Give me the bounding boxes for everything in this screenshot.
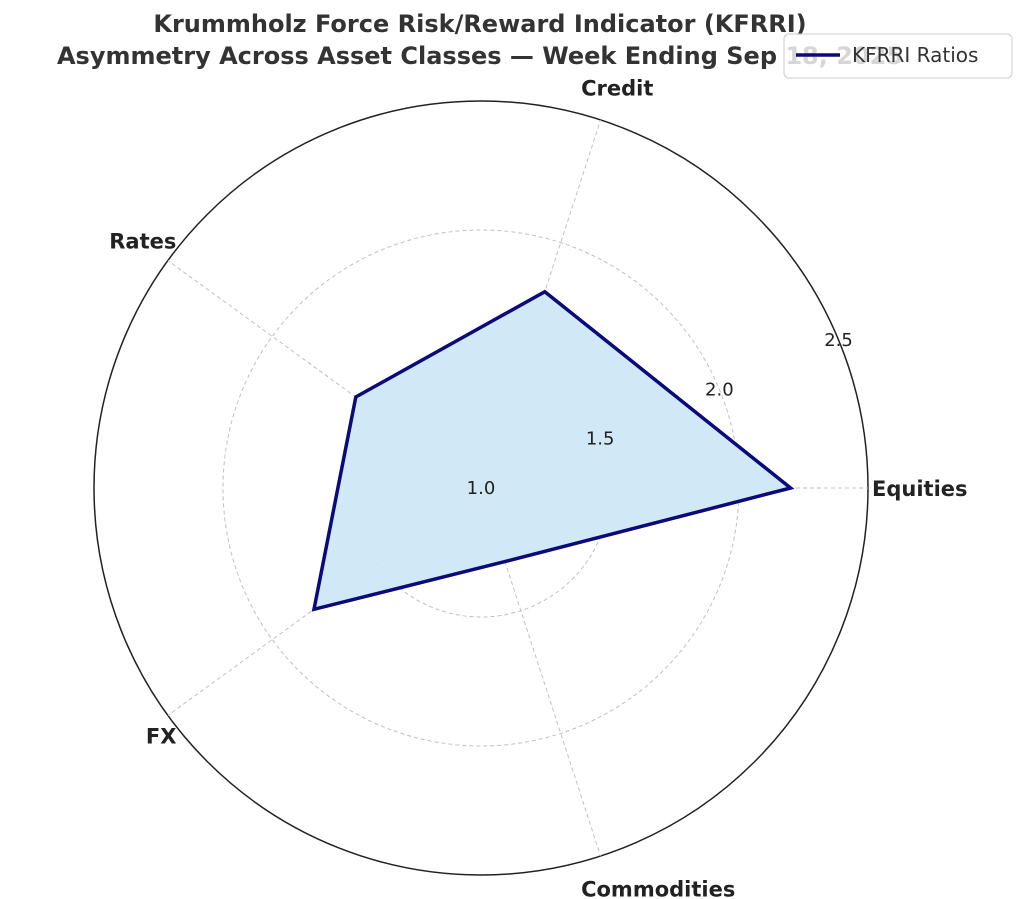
legend-label: KFRRI Ratios — [852, 43, 978, 67]
category-label-equities: Equities — [872, 477, 968, 501]
category-label-commodities: Commodities — [581, 877, 735, 899]
series-fill-0 — [314, 291, 791, 610]
r-tick-label: 2.0 — [705, 379, 734, 400]
r-tick-label: 2.5 — [824, 330, 853, 351]
label-layer: 1.0 1.5 2.0 2.5 Equities Credit Rates FX Commodi… — [109, 77, 967, 899]
series-line-0 — [311, 289, 795, 612]
category-label-fx: FX — [146, 724, 177, 748]
data-layer — [311, 289, 795, 612]
chart-title: Krummholz Force Risk/Reward Indicator (K… — [153, 10, 806, 38]
chart-subtitle: Asymmetry Across Asset Classes — Week En… — [57, 42, 903, 70]
r-tick-label: 1.0 — [467, 478, 496, 499]
category-label-credit: Credit — [581, 77, 653, 101]
category-label-rates: Rates — [109, 230, 176, 254]
legend: KFRRI Ratios — [783, 33, 1013, 79]
legend-box — [783, 33, 1013, 79]
r-tick-label: 1.5 — [586, 429, 615, 450]
